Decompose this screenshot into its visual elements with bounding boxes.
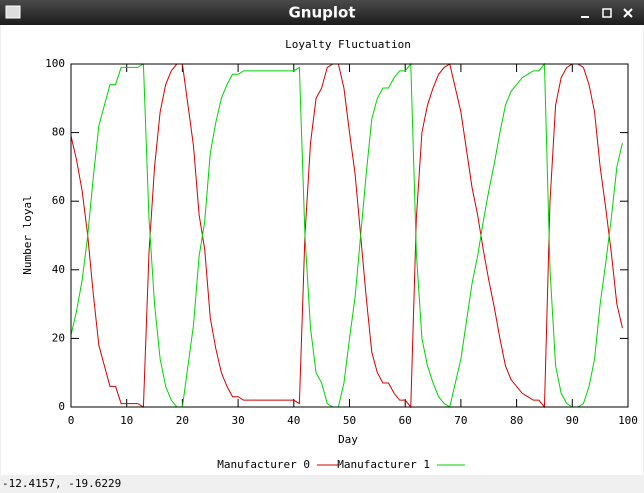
y-tick-label: 20 xyxy=(52,331,65,344)
x-tick-label: 20 xyxy=(176,414,189,427)
x-tick-label: 70 xyxy=(454,414,467,427)
series-line xyxy=(70,63,623,409)
title-bar xyxy=(0,0,644,25)
x-tick-label: 30 xyxy=(231,414,244,427)
status-text: -12.4157, -19.6229 xyxy=(2,477,121,490)
y-tick-label: 80 xyxy=(52,126,65,139)
y-tick-label: 60 xyxy=(52,194,65,207)
y-tick-label: 0 xyxy=(58,400,65,413)
close-button[interactable] xyxy=(623,8,633,18)
legend-label: Manufacturer 0 xyxy=(217,458,310,471)
x-tick-label: 80 xyxy=(510,414,523,427)
x-tick-label: 0 xyxy=(68,414,75,427)
window-icon xyxy=(5,5,21,19)
x-tick-label: 40 xyxy=(287,414,300,427)
x-tick-label: 100 xyxy=(618,414,638,427)
x-axis-label: Day xyxy=(338,433,358,446)
y-tick-label: 100 xyxy=(45,57,65,70)
window-title: Gnuplot xyxy=(288,4,355,22)
x-tick-label: 60 xyxy=(399,414,412,427)
series-line xyxy=(70,62,623,408)
chart-title: Loyalty Fluctuation xyxy=(285,38,411,51)
x-tick-label: 90 xyxy=(566,414,579,427)
x-tick-label: 50 xyxy=(343,414,356,427)
legend-label: Manufacturer 1 xyxy=(337,458,430,471)
x-tick-label: 10 xyxy=(120,414,133,427)
plot-border xyxy=(70,63,629,408)
maximize-button[interactable] xyxy=(602,8,612,18)
y-tick-label: 40 xyxy=(52,263,65,276)
y-axis-label: Number loyal xyxy=(21,195,34,274)
